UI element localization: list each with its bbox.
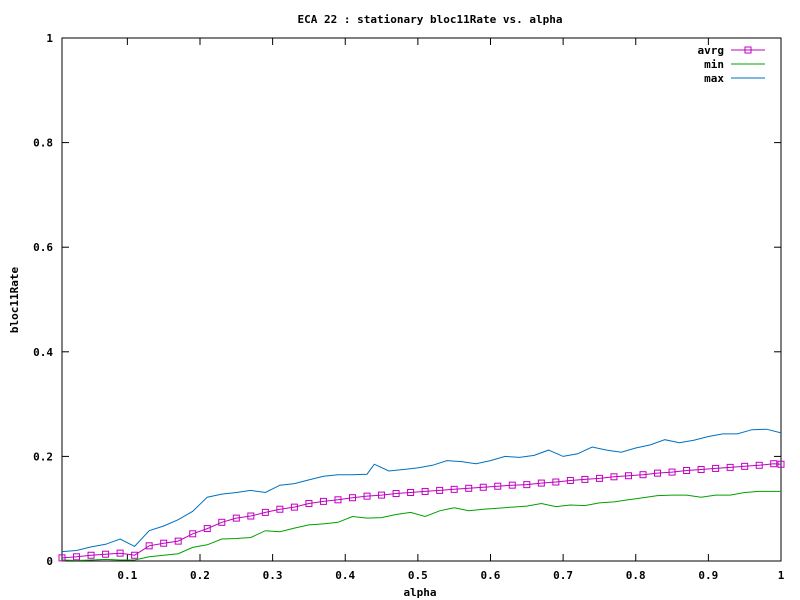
data-point-avrg: [174, 537, 182, 545]
x-axis-label: alpha: [403, 586, 436, 599]
series-line-min: [61, 490, 781, 562]
y-axis: 0 0.2 0.4 0.6 0.8 1: [33, 32, 781, 568]
legend-label-max: max: [704, 72, 724, 85]
x-tick-label: 0.5: [408, 569, 428, 582]
data-point-avrg: [87, 551, 95, 559]
data-point-avrg: [203, 525, 211, 533]
data-point-avrg: [131, 551, 139, 559]
data-point-avrg: [189, 530, 197, 538]
x-tick-label: 0.1: [117, 569, 137, 582]
data-point-avrg: [624, 472, 632, 480]
data-point-avrg: [639, 471, 647, 479]
data-point-avrg: [290, 503, 298, 511]
legend-label-min: min: [704, 58, 724, 71]
data-point-avrg: [654, 469, 662, 477]
data-point-avrg: [552, 478, 560, 486]
data-point-avrg: [319, 497, 327, 505]
y-tick-label: 1: [46, 32, 53, 45]
data-point-avrg: [73, 553, 81, 561]
y-tick-label: 0.2: [33, 450, 53, 463]
data-point-avrg: [450, 485, 458, 493]
data-point-avrg: [436, 486, 444, 494]
y-tick-label: 0: [46, 555, 53, 568]
data-point-avrg: [668, 468, 676, 476]
x-tick-label: 0.3: [263, 569, 283, 582]
data-point-avrg: [421, 487, 429, 495]
data-point-avrg: [712, 464, 720, 472]
y-axis-label: bloc11Rate: [8, 267, 21, 334]
x-tick-label: 0.2: [190, 569, 210, 582]
data-point-avrg: [378, 491, 386, 499]
plot-frame: [61, 37, 782, 562]
data-point-avrg: [479, 483, 487, 491]
data-point-avrg: [116, 549, 124, 557]
series-line-avrg: [61, 463, 782, 559]
data-point-avrg: [494, 482, 502, 490]
legend-marker-avrg: [744, 46, 752, 54]
plot-border: [61, 37, 782, 562]
x-tick-label: 0.4: [335, 569, 355, 582]
data-point-avrg: [537, 479, 545, 487]
data-point-avrg: [566, 476, 574, 484]
data-point-avrg: [777, 460, 785, 468]
data-point-avrg: [58, 554, 66, 562]
legend-label-avrg: avrg: [698, 44, 725, 57]
data-point-avrg: [770, 460, 778, 468]
data-point-avrg: [610, 473, 618, 481]
series-layer: [58, 428, 785, 562]
data-point-avrg: [261, 508, 269, 516]
data-point-avrg: [755, 461, 763, 469]
y-tick-label: 0.6: [33, 241, 53, 254]
data-point-avrg: [697, 465, 705, 473]
data-point-avrg: [218, 518, 226, 526]
data-point-avrg: [232, 514, 240, 522]
data-point-avrg: [363, 492, 371, 500]
data-point-avrg: [726, 463, 734, 471]
data-point-avrg: [683, 467, 691, 475]
y-tick-label: 0.8: [33, 137, 53, 150]
data-point-avrg: [581, 475, 589, 483]
x-tick-label: 1: [778, 569, 785, 582]
x-axis: 0.1 0.2 0.3 0.4 0.5 0.6 0.7 0.8 0.9 1: [117, 38, 785, 582]
x-tick-label: 0.8: [626, 569, 646, 582]
data-point-avrg: [102, 550, 110, 558]
data-point-avrg: [508, 481, 516, 489]
data-point-avrg: [392, 490, 400, 498]
data-point-avrg: [305, 499, 313, 507]
x-tick-label: 0.9: [698, 569, 718, 582]
data-point-avrg: [276, 505, 284, 513]
data-point-avrg: [741, 462, 749, 470]
data-point-avrg: [145, 542, 153, 550]
data-point-avrg: [407, 488, 415, 496]
data-point-avrg: [523, 481, 531, 489]
series-line-max: [61, 428, 782, 553]
data-point-avrg: [247, 512, 255, 520]
data-point-avrg: [160, 539, 168, 547]
data-point-avrg: [595, 474, 603, 482]
x-tick-label: 0.7: [553, 569, 573, 582]
data-point-avrg: [334, 496, 342, 504]
data-point-avrg: [465, 484, 473, 492]
data-point-avrg: [349, 494, 357, 502]
chart-title: ECA 22 : stationary bloc11Rate vs. alpha: [298, 13, 563, 26]
y-tick-label: 0.4: [33, 346, 53, 359]
x-tick-label: 0.6: [481, 569, 501, 582]
